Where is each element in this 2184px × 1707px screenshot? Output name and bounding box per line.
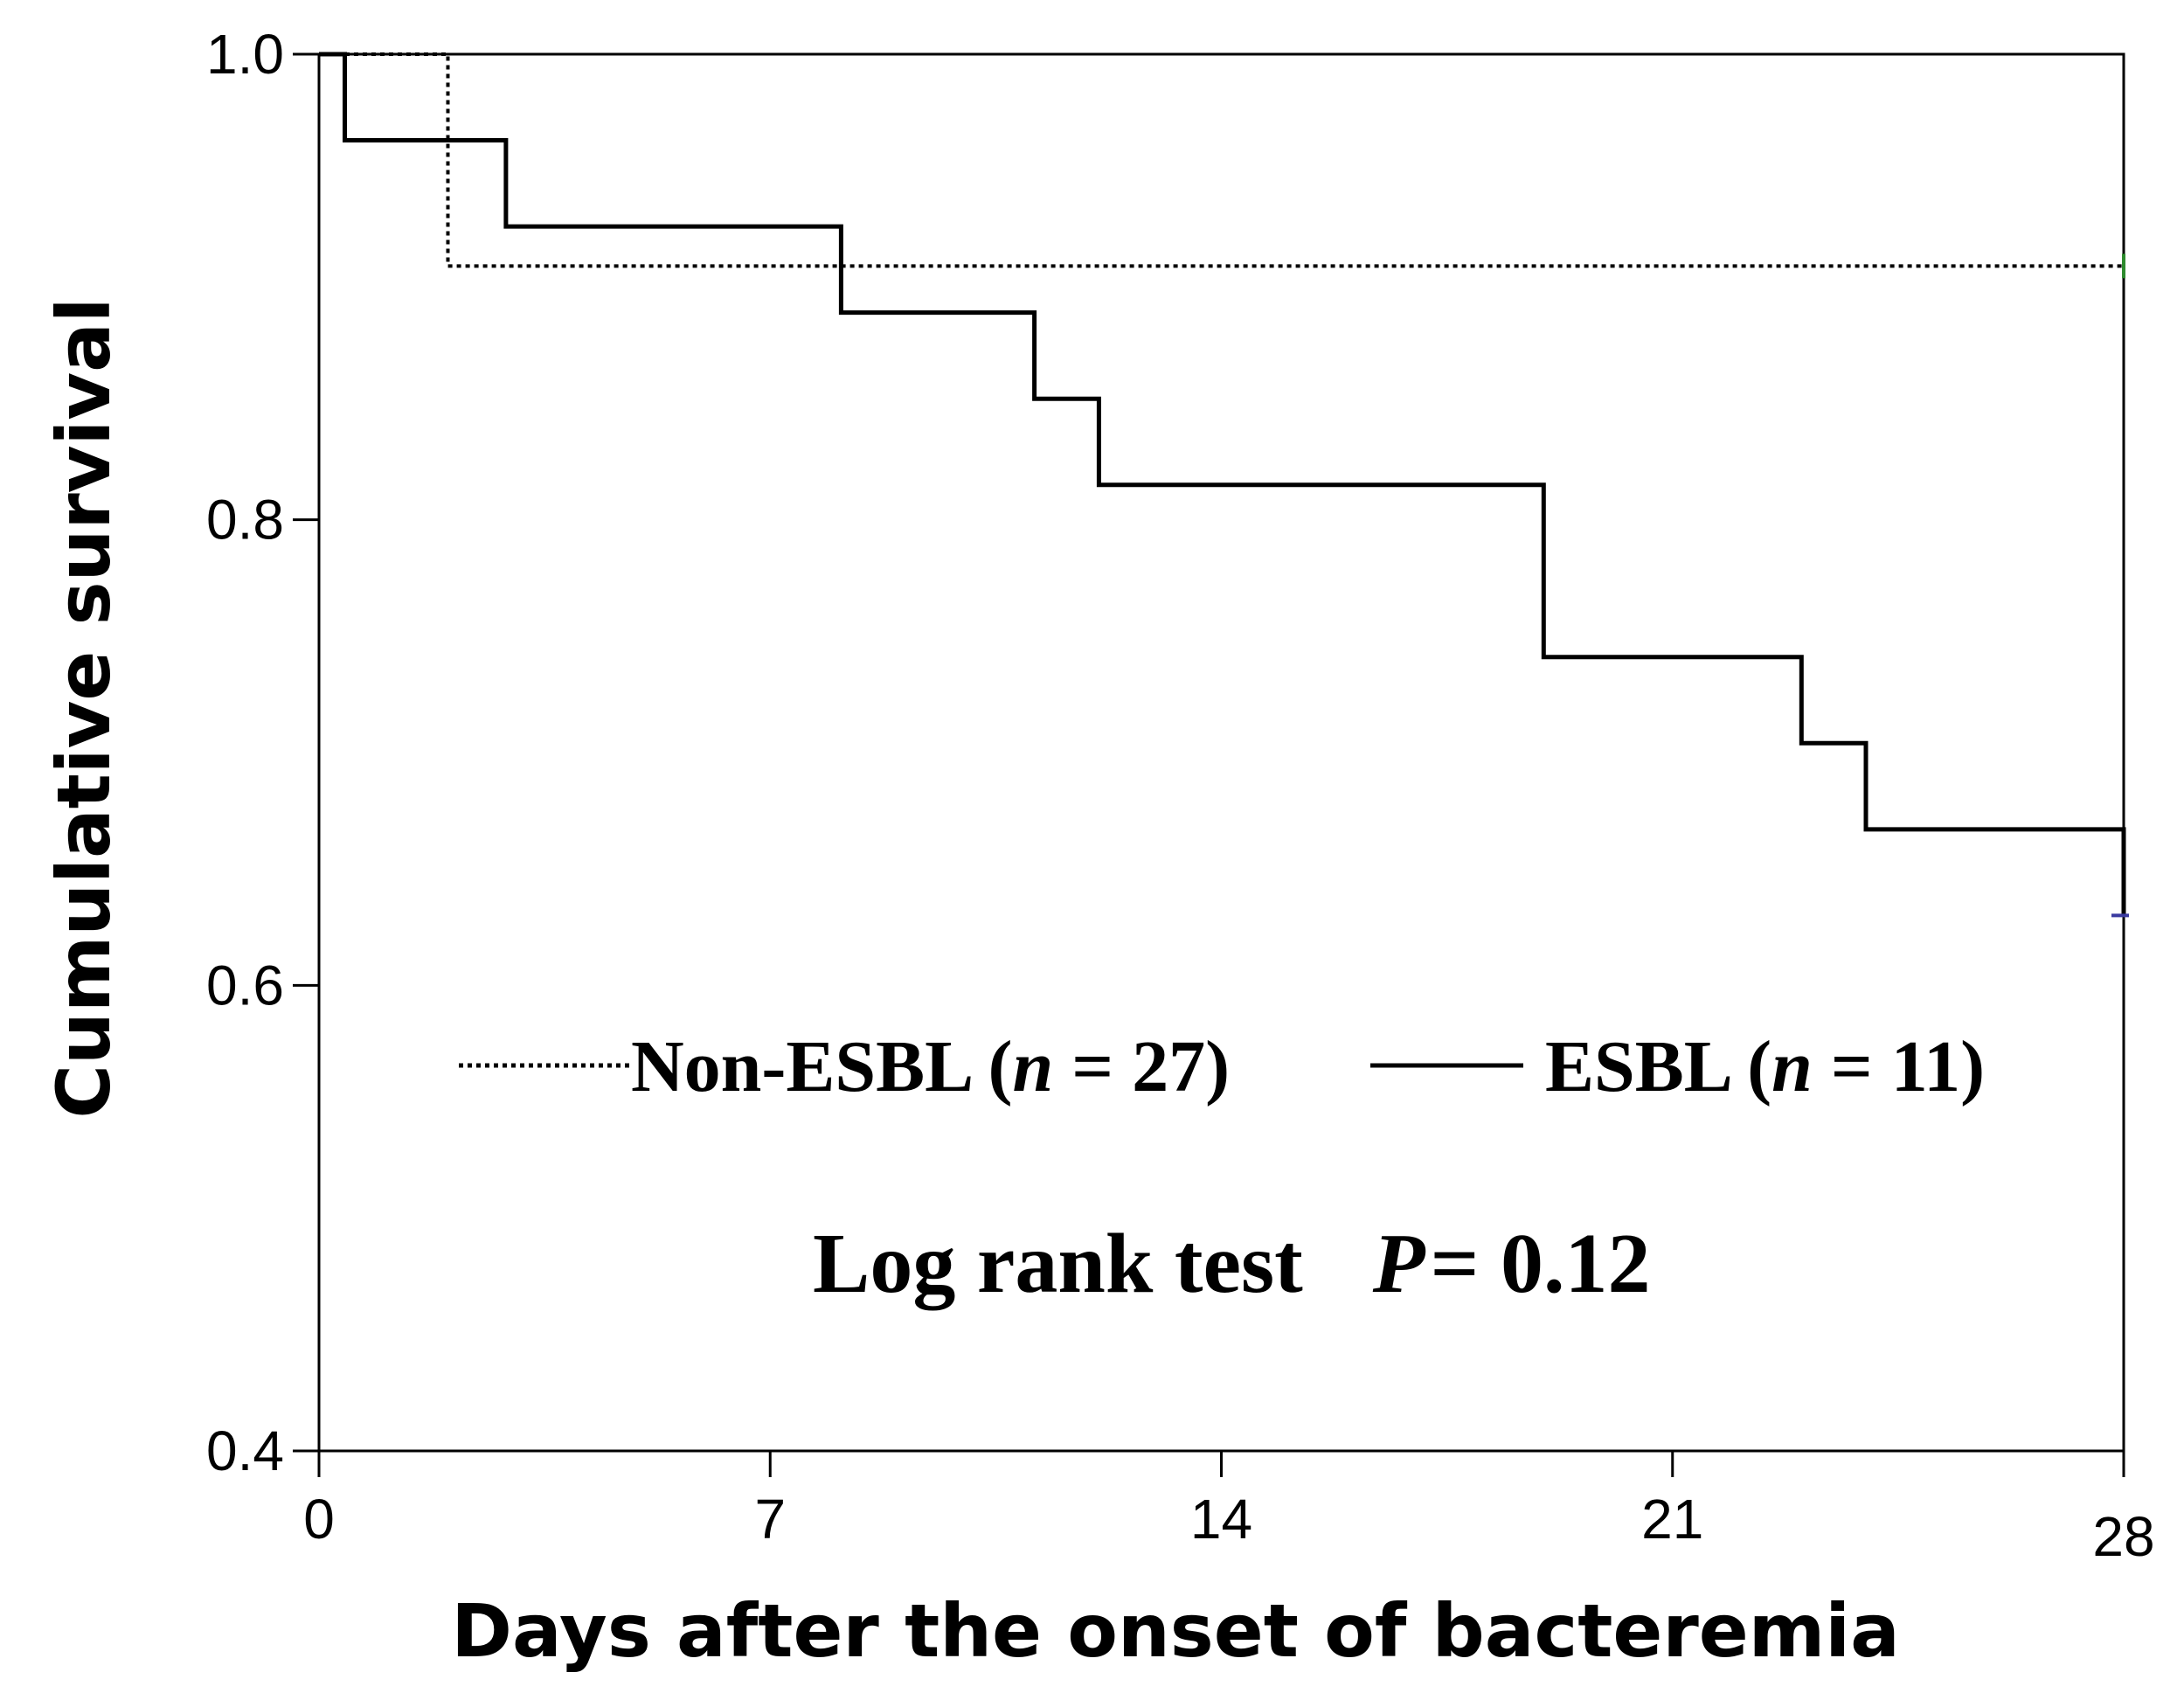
series-line-non-esbl bbox=[319, 52, 2124, 268]
legend: Non-ESBL (n = 27) ESBL (n = 11) bbox=[459, 1026, 1985, 1107]
x-tick-label: 7 bbox=[754, 1488, 786, 1551]
legend-n-non-esbl: 27 bbox=[1132, 1026, 1205, 1107]
x-tick-label: 28 bbox=[2092, 1505, 2154, 1568]
x-tick-label: 14 bbox=[1190, 1488, 1252, 1551]
legend-n-esbl: 11 bbox=[1891, 1026, 1960, 1107]
legend-paren-close: ) bbox=[1205, 1026, 1230, 1107]
y-tick-label: 0.8 bbox=[206, 489, 284, 552]
series-layer bbox=[319, 52, 2129, 918]
y-tick-label: 1.0 bbox=[206, 23, 284, 86]
legend-eq: = bbox=[1813, 1026, 1891, 1107]
x-tick-label: 0 bbox=[303, 1488, 335, 1551]
series-line-esbl bbox=[319, 52, 2126, 916]
legend-paren-open: ( bbox=[970, 1026, 1013, 1107]
logrank-p-value: = 0.12 bbox=[1431, 1217, 1651, 1311]
y-tick-label: 0.6 bbox=[206, 954, 284, 1017]
logrank-annotation: Log rank test P= 0.12 bbox=[813, 1217, 1651, 1311]
legend-n-symbol: n bbox=[1771, 1026, 1813, 1107]
logrank-p-symbol: P bbox=[1372, 1217, 1426, 1311]
legend-paren-open: ( bbox=[1729, 1026, 1771, 1107]
logrank-prefix: Log rank test bbox=[813, 1217, 1303, 1311]
y-tick-label: 0.4 bbox=[206, 1419, 284, 1482]
ticks-layer: 0.4 0.6 0.8 1.0 0 7 14 21 28 bbox=[206, 23, 2155, 1568]
legend-label-non-esbl: Non-ESBL bbox=[631, 1026, 971, 1107]
y-axis-title: Cumulative survival bbox=[41, 297, 127, 1118]
x-axis-title: Days after the onset of bacteremia bbox=[451, 1588, 1900, 1674]
legend-item-non-esbl: Non-ESBL (n = 27) bbox=[631, 1026, 1230, 1107]
legend-n-symbol: n bbox=[1013, 1026, 1054, 1107]
legend-label-esbl: ESBL bbox=[1545, 1026, 1730, 1107]
legend-item-esbl: ESBL (n = 11) bbox=[1545, 1026, 1985, 1107]
x-tick-label: 21 bbox=[1641, 1488, 1703, 1551]
legend-eq: = bbox=[1053, 1026, 1132, 1107]
legend-paren-close: ) bbox=[1960, 1026, 1985, 1107]
